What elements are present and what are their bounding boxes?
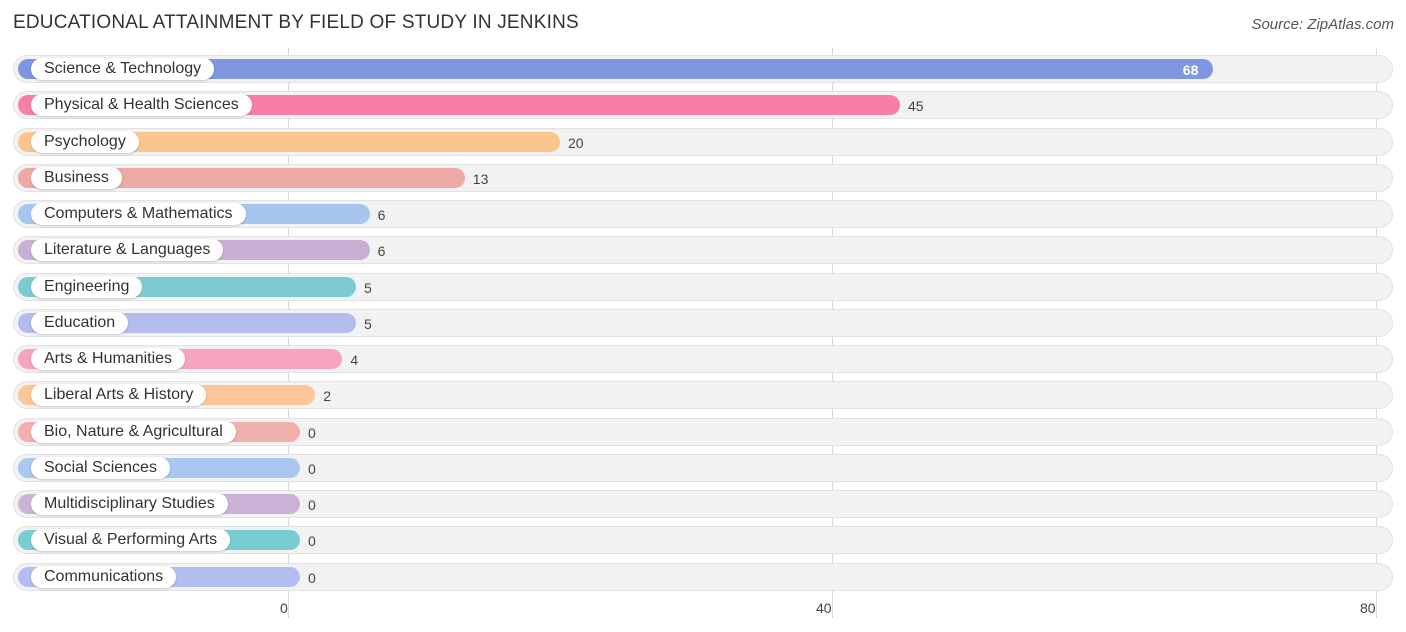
- value-label: 6: [377, 207, 386, 223]
- value-label: 6: [377, 243, 386, 260]
- value-label: 13: [472, 170, 489, 187]
- value-label: 5: [364, 279, 372, 296]
- category-label: Communications: [31, 565, 177, 588]
- value-label: 45: [908, 98, 924, 115]
- category-label: Social Sciences: [31, 456, 170, 479]
- value-label: 20: [568, 134, 584, 151]
- category-label: Bio, Nature & Agricultural: [31, 420, 236, 443]
- x-tick-label: 40: [816, 600, 832, 616]
- value-label: 0: [308, 569, 316, 586]
- value-label: 0: [308, 533, 316, 550]
- category-label: Liberal Arts & History: [31, 384, 207, 407]
- chart-title: EDUCATIONAL ATTAINMENT BY FIELD OF STUDY…: [13, 12, 579, 33]
- category-label: Physical & Health Sciences: [31, 94, 252, 117]
- value-label: 0: [308, 497, 316, 513]
- category-label: Computers & Mathematics: [31, 203, 246, 225]
- category-label: Business: [31, 166, 122, 189]
- category-label: Education: [31, 311, 129, 334]
- value-label: 0: [308, 460, 316, 477]
- category-label: Multidisciplinary Studies: [31, 493, 228, 515]
- x-tick-label: 80: [1360, 600, 1376, 616]
- category-label: Science & Technology: [31, 58, 215, 80]
- value-label: 0: [308, 424, 316, 441]
- value-label: 4: [350, 352, 359, 368]
- category-label: Visual & Performing Arts: [31, 529, 231, 552]
- category-label: Arts & Humanities: [31, 348, 186, 370]
- bar: [18, 167, 465, 188]
- value-label: 2: [323, 388, 331, 405]
- category-label: Psychology: [31, 130, 139, 153]
- category-label: Engineering: [31, 275, 143, 298]
- value-label: 68: [1182, 62, 1199, 78]
- value-label: 5: [364, 315, 372, 332]
- bar: [18, 59, 1213, 79]
- category-label: Literature & Languages: [31, 239, 224, 262]
- source-label: Source: ZipAtlas.com: [1251, 16, 1394, 33]
- x-tick-label: 0: [280, 600, 288, 616]
- bar: [18, 131, 560, 152]
